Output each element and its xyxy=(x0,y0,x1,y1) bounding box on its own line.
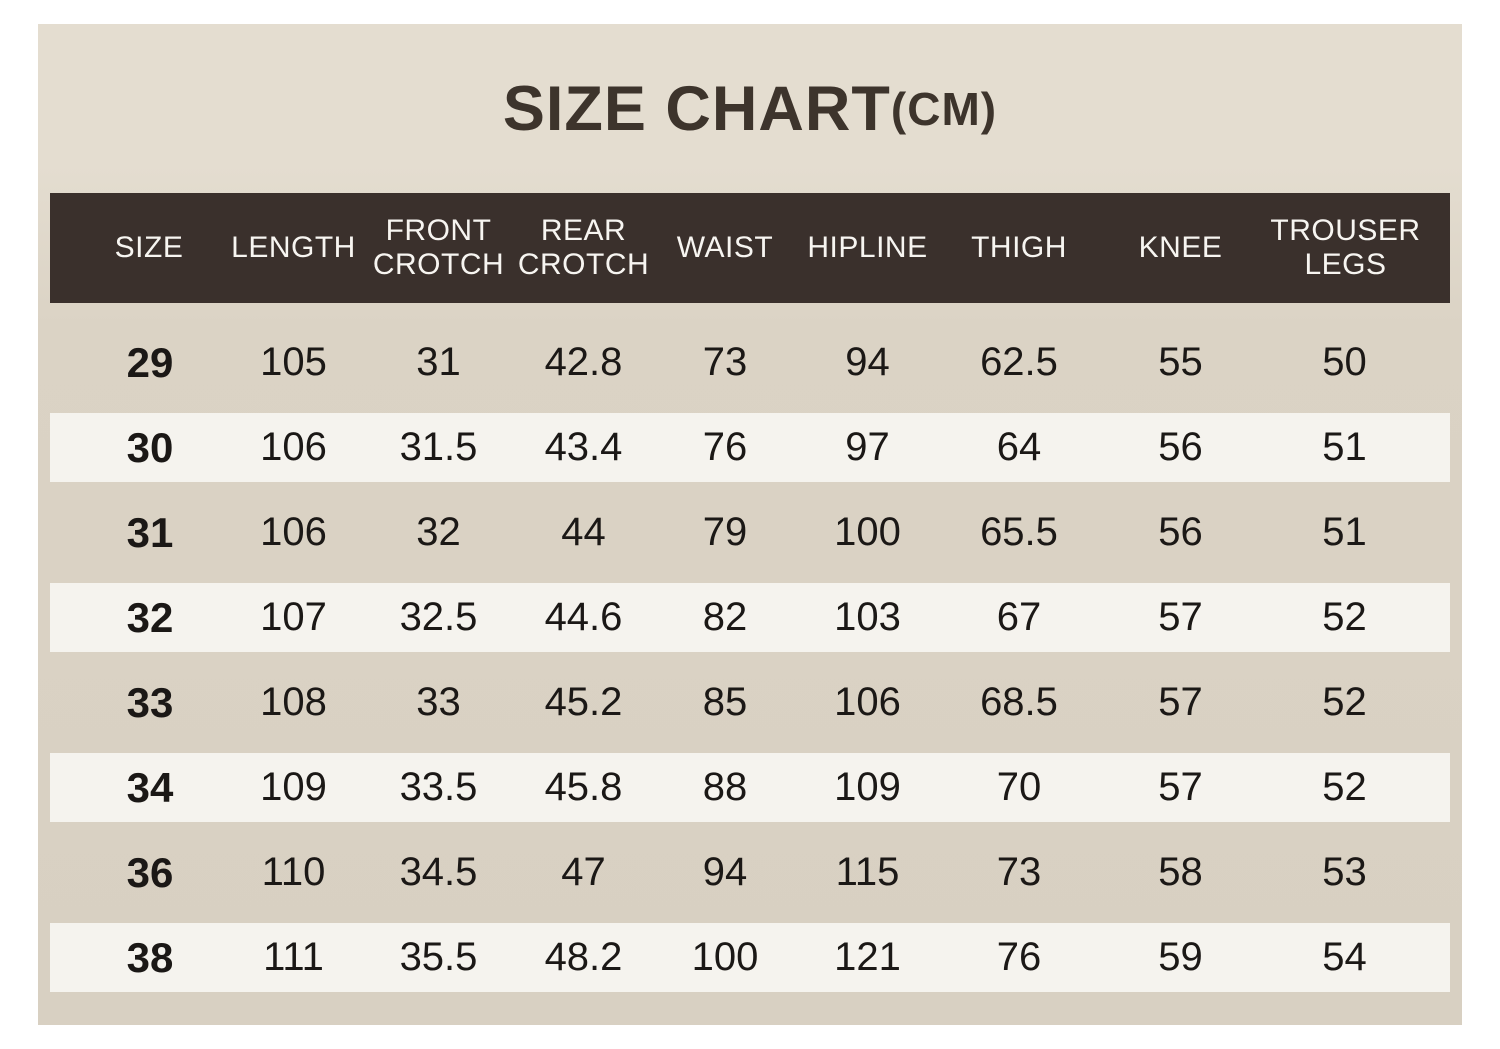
table-cell: 47 xyxy=(561,850,606,894)
table-cell: 62.5 xyxy=(980,340,1058,384)
column-header: WAIST xyxy=(676,231,774,265)
table-cell: 33 xyxy=(416,680,461,724)
table-cell: 58 xyxy=(1158,850,1203,894)
column-header: KNEE xyxy=(1138,231,1223,265)
size-cell: 38 xyxy=(126,933,174,981)
table-cell: 55 xyxy=(1158,340,1203,384)
table-body: 29 105 31 42.8 73 94 62.5 55 50 30 106 31.5 43.4 76 97… xyxy=(50,320,1450,1000)
table-cell: 33.5 xyxy=(399,765,478,809)
column-header: FRONT CROTCH xyxy=(372,214,505,281)
column-header: SIZE xyxy=(114,231,184,265)
table-cell: 31.5 xyxy=(399,425,478,469)
table-cell: 35.5 xyxy=(399,935,478,979)
table-cell: 106 xyxy=(260,510,327,554)
table-cell: 82 xyxy=(702,595,748,639)
size-cell: 33 xyxy=(126,678,174,726)
size-cell: 36 xyxy=(126,848,174,896)
table-row: 38 111 35.5 48.2 100 121 76 59 54 xyxy=(50,915,1450,1000)
table-cell: 70 xyxy=(996,765,1042,809)
table-cell: 76 xyxy=(996,935,1042,979)
table-cell: 56 xyxy=(1158,510,1203,554)
table-cell: 88 xyxy=(702,765,748,809)
table-cell: 85 xyxy=(702,680,748,724)
table-cell: 57 xyxy=(1158,765,1203,809)
table-cell: 52 xyxy=(1322,680,1367,724)
chart-title-main: SIZE CHART xyxy=(502,73,891,144)
table-cell: 67 xyxy=(996,595,1042,639)
table-row: 36 110 34.5 47 94 115 73 58 53 xyxy=(50,830,1450,915)
table-cell: 100 xyxy=(834,510,901,554)
table-cell: 100 xyxy=(691,935,759,979)
column-header: THIGH xyxy=(971,231,1067,265)
table-cell: 65.5 xyxy=(980,510,1058,554)
table-row: 30 106 31.5 43.4 76 97 64 56 51 xyxy=(50,405,1450,490)
column-header: LENGTH xyxy=(231,231,356,265)
table-cell: 51 xyxy=(1322,510,1367,554)
table-cell: 76 xyxy=(702,425,748,469)
chart-title-unit: (CM) xyxy=(890,82,998,135)
chart-title: SIZE CHART (CM) xyxy=(38,24,1462,193)
table-row: 32 107 32.5 44.6 82 103 67 57 52 xyxy=(50,575,1450,660)
table-cell: 32 xyxy=(416,510,461,554)
table-cell: 51 xyxy=(1322,425,1367,469)
table-cell: 97 xyxy=(845,425,890,469)
table-cell: 54 xyxy=(1322,935,1367,979)
size-cell: 29 xyxy=(126,338,174,386)
size-cell: 32 xyxy=(126,593,174,641)
table-cell: 45.2 xyxy=(544,680,623,724)
table-cell: 110 xyxy=(261,850,326,894)
table-cell: 64 xyxy=(996,425,1042,469)
table-cell: 50 xyxy=(1322,340,1367,384)
table-cell: 73 xyxy=(996,850,1042,894)
table-cell: 105 xyxy=(260,340,327,384)
table-cell: 57 xyxy=(1158,680,1203,724)
table-cell: 52 xyxy=(1322,765,1367,809)
table-cell: 48.2 xyxy=(544,935,623,979)
table-cell: 94 xyxy=(702,850,748,894)
table-cell: 121 xyxy=(834,935,901,979)
size-cell: 30 xyxy=(126,423,174,471)
table-cell: 106 xyxy=(834,680,901,724)
table-cell: 79 xyxy=(702,510,748,554)
table-cell: 106 xyxy=(260,425,327,469)
column-header: REAR CROTCH xyxy=(517,214,650,281)
table-cell: 31 xyxy=(416,340,461,384)
table-cell: 44 xyxy=(561,510,606,554)
table-cell: 107 xyxy=(260,595,327,639)
table-cell: 53 xyxy=(1322,850,1367,894)
table-row: 29 105 31 42.8 73 94 62.5 55 50 xyxy=(50,320,1450,405)
table-cell: 59 xyxy=(1158,935,1203,979)
size-cell: 34 xyxy=(126,763,174,811)
table-row: 33 108 33 45.2 85 106 68.5 57 52 xyxy=(50,660,1450,745)
table-cell: 42.8 xyxy=(544,340,623,384)
table-cell: 32.5 xyxy=(399,595,478,639)
column-header: HIPLINE xyxy=(807,231,928,265)
table-cell: 73 xyxy=(702,340,748,384)
table-cell: 103 xyxy=(834,595,901,639)
size-table: SIZE LENGTH FRONT CROTCH REAR CROTCH WAIST HI… xyxy=(50,193,1450,1000)
table-cell: 45.8 xyxy=(544,765,623,809)
table-cell: 57 xyxy=(1158,595,1203,639)
size-cell: 31 xyxy=(126,508,174,556)
table-cell: 52 xyxy=(1322,595,1367,639)
table-row: 31 106 32 44 79 100 65.5 56 51 xyxy=(50,490,1450,575)
table-cell: 109 xyxy=(260,765,327,809)
table-cell: 56 xyxy=(1158,425,1203,469)
size-chart-panel: SIZE CHART (CM) SIZE LENGTH FRONT CROTCH REA… xyxy=(38,24,1462,1025)
table-cell: 44.6 xyxy=(544,595,623,639)
table-cell: 34.5 xyxy=(399,850,478,894)
table-row: 34 109 33.5 45.8 88 109 70 57 52 xyxy=(50,745,1450,830)
table-cell: 115 xyxy=(835,850,900,894)
table-cell: 94 xyxy=(845,340,890,384)
table-cell: 68.5 xyxy=(980,680,1058,724)
header-row: SIZE LENGTH FRONT CROTCH REAR CROTCH WAIST HI… xyxy=(50,193,1450,303)
table-cell: 111 xyxy=(263,935,324,979)
table-cell: 109 xyxy=(834,765,901,809)
table-cell: 43.4 xyxy=(544,425,623,469)
column-header: TROUSER LEGS xyxy=(1270,214,1421,281)
table-cell: 108 xyxy=(260,680,327,724)
